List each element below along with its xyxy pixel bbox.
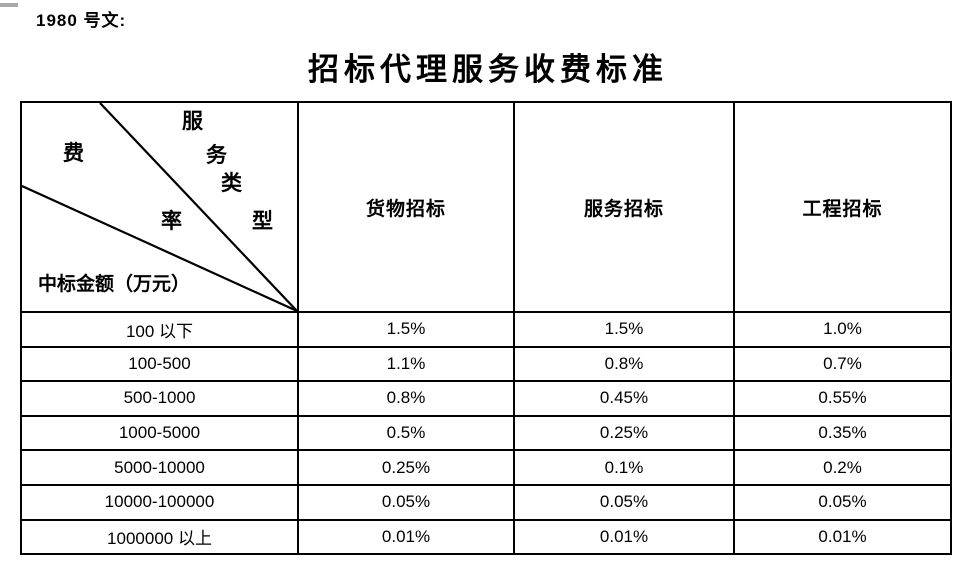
table-row: 100 以下 1.5% 1.5% 1.0% xyxy=(20,311,952,348)
table-header-row: 服 务 类 型 费 率 中标金额（万元） 货物招标 服务招标 工程招标 xyxy=(20,101,952,313)
rate-cell: 0.05% xyxy=(733,483,952,521)
rate-cell: 0.01% xyxy=(733,518,952,556)
rate-cell: 0.35% xyxy=(733,414,952,452)
rate-cell: 0.01% xyxy=(297,518,515,556)
rate-cell: 0.55% xyxy=(733,380,952,417)
diagonal-divider-lines xyxy=(23,104,296,310)
page-title: 招标代理服务收费标准 xyxy=(308,52,668,87)
amount-range-cell: 500-1000 xyxy=(20,380,299,417)
amount-range-cell: 1000000 以上 xyxy=(20,518,299,556)
column-header-goods: 货物招标 xyxy=(297,101,515,313)
fee-rate-char: 费 xyxy=(63,141,84,165)
table-row: 500-1000 0.8% 0.45% 0.55% xyxy=(20,380,952,417)
table-row: 10000-100000 0.05% 0.05% 0.05% xyxy=(20,483,952,521)
rate-cell: 0.8% xyxy=(297,380,515,417)
rate-cell: 0.5% xyxy=(297,414,515,452)
rate-cell: 0.05% xyxy=(513,483,735,521)
amount-range-cell: 100-500 xyxy=(20,345,299,383)
rate-cell: 0.25% xyxy=(297,449,515,486)
service-type-char: 服 xyxy=(182,109,203,133)
table-row: 5000-10000 0.25% 0.1% 0.2% xyxy=(20,449,952,486)
column-header-services: 服务招标 xyxy=(513,101,735,313)
rate-cell: 0.1% xyxy=(513,449,735,486)
table-row: 100-500 1.1% 0.8% 0.7% xyxy=(20,345,952,383)
amount-axis-label: 中标金额（万元） xyxy=(38,274,191,295)
scan-artifact-mark xyxy=(0,3,18,7)
rate-cell: 1.0% xyxy=(733,311,952,348)
amount-range-cell: 5000-10000 xyxy=(20,449,299,486)
rate-cell: 0.8% xyxy=(513,345,735,383)
fee-standard-table: 服 务 类 型 费 率 中标金额（万元） 货物招标 服务招标 工程招标 100 … xyxy=(20,101,952,556)
service-type-char: 类 xyxy=(221,171,242,195)
rate-cell: 0.05% xyxy=(297,483,515,521)
rate-cell: 1.5% xyxy=(513,311,735,348)
rate-cell: 0.45% xyxy=(513,380,735,417)
rate-cell: 1.5% xyxy=(297,311,515,348)
amount-range-cell: 100 以下 xyxy=(20,311,299,348)
rate-cell: 0.25% xyxy=(513,414,735,452)
table-row: 1000-5000 0.5% 0.25% 0.35% xyxy=(20,414,952,452)
diagonal-header-cell: 服 务 类 型 费 率 中标金额（万元） xyxy=(20,101,299,313)
rate-cell: 0.2% xyxy=(733,449,952,486)
document-ref-label: 1980 号文: xyxy=(36,11,127,30)
service-type-char: 型 xyxy=(252,209,273,233)
column-header-engineering: 工程招标 xyxy=(733,101,952,313)
table-row: 1000000 以上 0.01% 0.01% 0.01% xyxy=(20,518,952,556)
rate-cell: 0.7% xyxy=(733,345,952,383)
rate-cell: 0.01% xyxy=(513,518,735,556)
fee-rate-char: 率 xyxy=(161,209,182,233)
rate-cell: 1.1% xyxy=(297,345,515,383)
amount-range-cell: 1000-5000 xyxy=(20,414,299,452)
service-type-char: 务 xyxy=(206,143,227,167)
amount-range-cell: 10000-100000 xyxy=(20,483,299,521)
